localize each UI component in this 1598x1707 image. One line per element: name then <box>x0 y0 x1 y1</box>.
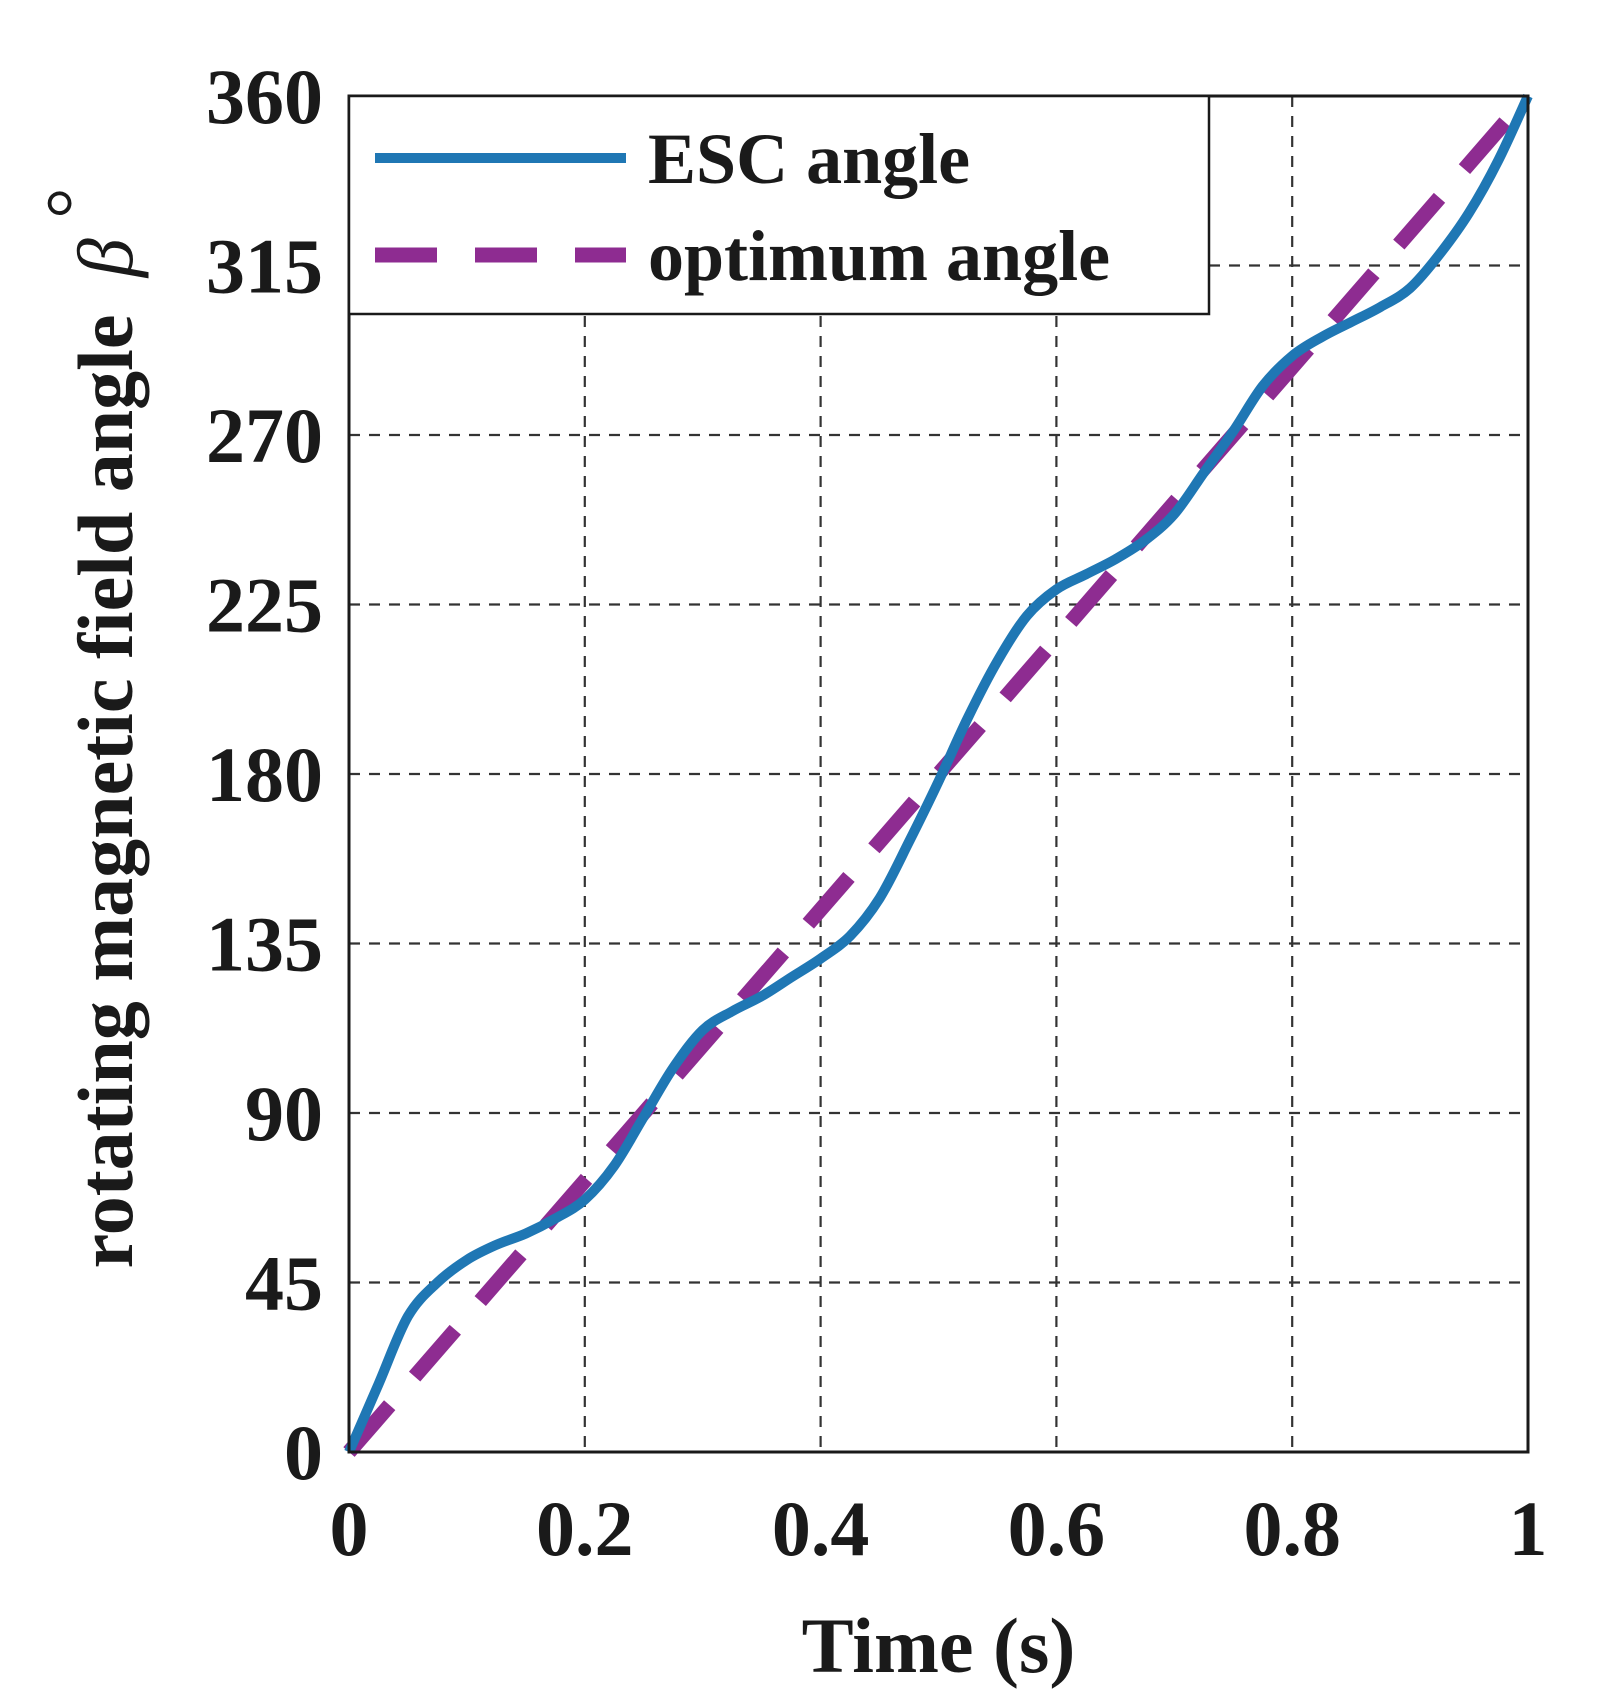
y-axis-label-symbol: β <box>62 238 149 279</box>
legend: ESC angle optimum angle <box>347 94 1211 316</box>
y-axis-label: rotating magnetic field angle β ° <box>30 187 149 1268</box>
legend-label-esc-angle: ESC angle <box>648 119 970 199</box>
x-axis-label: Time (s) <box>802 1602 1076 1689</box>
y-tick-label: 315 <box>206 223 323 310</box>
y-tick-label: 225 <box>206 562 323 649</box>
y-tick-label: 45 <box>245 1240 323 1327</box>
x-tick-label: 0.2 <box>536 1485 634 1572</box>
legend-box <box>347 94 1211 316</box>
series-group <box>343 91 1534 1457</box>
x-tick-label: 0.6 <box>1008 1485 1106 1572</box>
y-tick-label: 270 <box>206 392 323 479</box>
x-tick-labels: 0 0.2 0.4 0.6 0.8 1 <box>330 1485 1548 1572</box>
x-tick-label: 0 <box>330 1485 369 1572</box>
x-tick-label: 0.4 <box>772 1485 870 1572</box>
y-axis-label-degree: ° <box>30 187 117 218</box>
grid <box>349 96 1528 1452</box>
y-axis-label-text: rotating magnetic field angle <box>62 315 149 1269</box>
y-tick-label: 360 <box>206 53 323 140</box>
legend-label-optimum-angle: optimum angle <box>648 216 1110 296</box>
y-tick-label: 0 <box>284 1409 323 1496</box>
series-line-esc-angle <box>344 93 1533 1454</box>
y-tick-label: 90 <box>245 1070 323 1157</box>
y-tick-label: 180 <box>206 731 323 818</box>
x-tick-label: 1 <box>1509 1485 1548 1572</box>
x-tick-label: 0.8 <box>1243 1485 1341 1572</box>
y-tick-label: 135 <box>206 901 323 988</box>
y-tick-labels: 0 45 90 135 180 225 270 315 360 <box>206 53 323 1496</box>
